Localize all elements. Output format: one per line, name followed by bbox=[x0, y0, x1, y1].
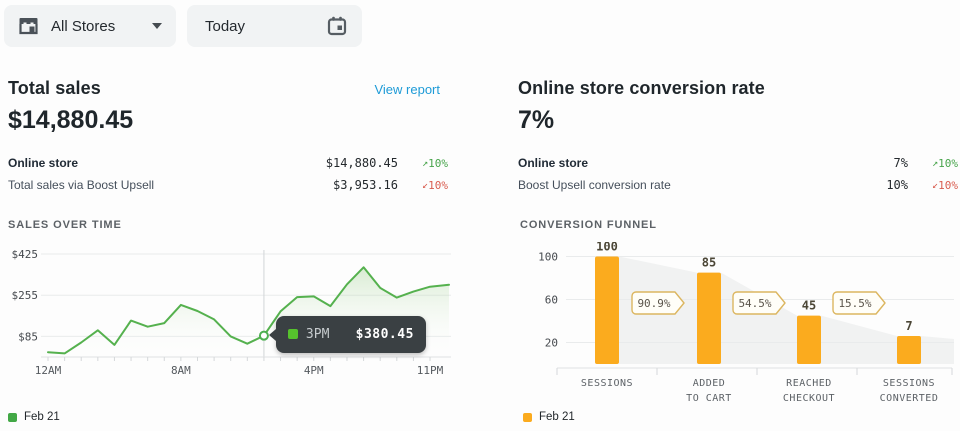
category-label: SESSIONS bbox=[883, 378, 935, 389]
conversion-funnel-label: CONVERSION FUNNEL bbox=[520, 219, 657, 231]
metric-delta: ↗10% bbox=[932, 156, 958, 170]
conversion-badge bbox=[631, 291, 685, 315]
funnel-bar[interactable] bbox=[697, 272, 721, 364]
conversion-badge-label: 15.5% bbox=[838, 297, 871, 310]
metric-row-online-store: Online store $14,880.45 ↗10% bbox=[8, 152, 448, 174]
conversion-funnel-chart[interactable]: 100 60 20 100 85 45 7 90.9% 54.5% 15.5% SESSIONS AD… bbox=[518, 240, 954, 407]
storefront-icon bbox=[19, 18, 38, 35]
total-sales-header: Total sales View report bbox=[8, 78, 440, 99]
conversion-badge bbox=[832, 291, 886, 315]
y-axis-tick-label: $255 bbox=[12, 289, 39, 302]
metric-label: Total sales via Boost Upsell bbox=[8, 178, 155, 192]
conversion-rate-value: 7% bbox=[518, 106, 555, 134]
funnel-bar[interactable] bbox=[595, 256, 619, 365]
trend-up-icon: ↗ bbox=[422, 157, 429, 169]
tooltip-series-swatch bbox=[287, 329, 298, 340]
y-axis-tick-label: 60 bbox=[545, 294, 558, 307]
total-sales-title: Total sales bbox=[8, 78, 101, 98]
category-label: TO CART bbox=[686, 393, 732, 404]
sales-chart-legend: Feb 21 bbox=[8, 411, 60, 423]
conversion-rate-header: Online store conversion rate bbox=[518, 78, 952, 99]
chevron-down-icon bbox=[152, 23, 162, 29]
metric-label: Online store bbox=[518, 156, 589, 170]
metric-label: Online store bbox=[8, 156, 79, 170]
x-axis-tick-label: 12AM bbox=[35, 364, 62, 377]
metric-value: 10% bbox=[886, 178, 908, 192]
category-label: CHECKOUT bbox=[783, 393, 835, 404]
y-axis-tick-label: $425 bbox=[12, 248, 39, 261]
y-axis-tick-label: 100 bbox=[538, 251, 558, 264]
conversion-badge-label: 90.9% bbox=[637, 297, 670, 310]
tooltip-time: 3PM bbox=[305, 326, 330, 342]
category-label: CONVERTED bbox=[880, 393, 939, 404]
trend-down-icon: ↙ bbox=[422, 179, 429, 191]
trend-up-icon: ↗ bbox=[932, 157, 939, 169]
metric-row-boost-upsell: Boost Upsell conversion rate 10% ↙10% bbox=[518, 174, 958, 196]
legend-swatch-green bbox=[8, 412, 17, 422]
bar-value-label: 85 bbox=[702, 256, 716, 270]
x-axis-tick-label: 4PM bbox=[304, 364, 324, 377]
sales-over-time-label: SALES OVER TIME bbox=[8, 219, 122, 231]
metric-row-boost-upsell: Total sales via Boost Upsell $3,953.16 ↙… bbox=[8, 174, 448, 196]
conversion-rate-title: Online store conversion rate bbox=[518, 78, 765, 98]
legend-label: Feb 21 bbox=[24, 411, 60, 423]
store-selector[interactable]: All Stores bbox=[4, 5, 176, 47]
bar-value-label: 45 bbox=[802, 299, 816, 313]
y-axis-tick-label: 20 bbox=[545, 337, 558, 350]
metric-delta: ↙10% bbox=[932, 178, 958, 192]
metric-value: $3,953.16 bbox=[332, 178, 398, 192]
tooltip-value: $380.45 bbox=[355, 326, 414, 342]
category-label: REACHED bbox=[786, 378, 832, 389]
trend-down-icon: ↙ bbox=[932, 179, 939, 191]
conversion-badge-label: 54.5% bbox=[738, 297, 771, 310]
metric-value: $14,880.45 bbox=[325, 156, 398, 170]
funnel-chart-legend: Feb 21 bbox=[523, 411, 575, 423]
store-selector-label: All Stores bbox=[51, 17, 116, 35]
chart-tooltip: 3PM $380.45 bbox=[268, 315, 426, 353]
metric-value: 7% bbox=[893, 156, 908, 170]
metric-label: Boost Upsell conversion rate bbox=[518, 178, 671, 192]
date-selector-label: Today bbox=[205, 17, 246, 35]
legend-swatch-orange bbox=[523, 412, 532, 422]
x-axis-tick-label: 11PM bbox=[417, 364, 444, 377]
funnel-bar[interactable] bbox=[897, 336, 921, 364]
sales-over-time-chart[interactable]: $425 $255 $85 12AM 8AM 4PM 11PM 3PM $380.45 bbox=[8, 242, 456, 387]
funnel-bar[interactable] bbox=[797, 315, 821, 364]
total-sales-breakdown: Online store $14,880.45 ↗10% Total sales… bbox=[8, 152, 448, 196]
category-label: ADDED bbox=[693, 378, 726, 389]
metric-delta: ↗10% bbox=[422, 156, 448, 170]
x-axis-tick-label: 8AM bbox=[171, 364, 191, 377]
conversion-badge bbox=[732, 291, 786, 315]
sales-line-chart-canvas: $425 $255 $85 12AM 8AM 4PM 11PM bbox=[12, 248, 451, 377]
view-report-link[interactable]: View report bbox=[374, 82, 440, 97]
total-sales-value: $14,880.45 bbox=[8, 106, 134, 134]
bar-value-label: 100 bbox=[596, 242, 618, 254]
conversion-breakdown: Online store 7% ↗10% Boost Upsell conver… bbox=[518, 152, 958, 196]
metric-delta: ↙10% bbox=[422, 178, 448, 192]
calendar-icon bbox=[327, 16, 347, 36]
date-selector[interactable]: Today bbox=[187, 5, 362, 47]
metric-row-online-store: Online store 7% ↗10% bbox=[518, 152, 958, 174]
bar-value-label: 7 bbox=[905, 319, 912, 333]
funnel-bar-chart-canvas: 100 60 20 100 85 45 7 90.9% 54.5% 15.5% SESSIONS AD… bbox=[538, 240, 954, 404]
sales-line bbox=[47, 266, 450, 355]
hover-marker bbox=[258, 330, 269, 341]
category-label: SESSIONS bbox=[581, 378, 633, 389]
legend-label: Feb 21 bbox=[539, 411, 575, 423]
y-axis-tick-label: $85 bbox=[18, 330, 38, 343]
